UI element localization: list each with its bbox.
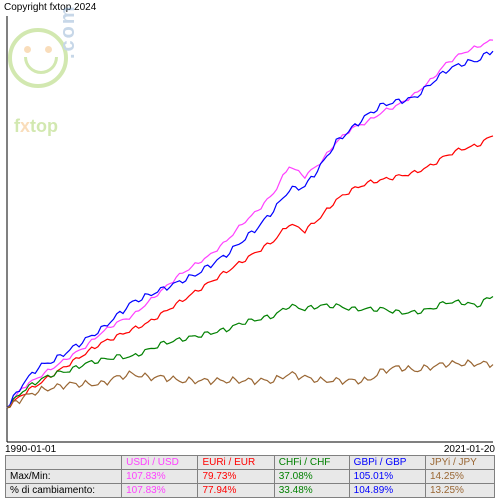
- legend-header: GBPi / GBP: [349, 456, 425, 470]
- x-end-label: 2021-01-20: [444, 444, 495, 455]
- legend-cell: 107.83%: [122, 484, 198, 498]
- legend-header: EURi / EUR: [198, 456, 274, 470]
- legend-cell: 79.73%: [198, 470, 274, 484]
- legend-table: USDi / USD EURi / EUR CHFi / CHF GBPi / …: [5, 455, 495, 498]
- legend-cell: 13.25%: [425, 484, 494, 498]
- legend-cell: 107.83%: [122, 470, 198, 484]
- legend-cell: 77.94%: [198, 484, 274, 498]
- legend-cell: 37.08%: [274, 470, 349, 484]
- legend-header: JPYi / JPY: [425, 456, 494, 470]
- legend-cell: 104.89%: [349, 484, 425, 498]
- legend-header: CHFi / CHF: [274, 456, 349, 470]
- row-label: % di cambiamento:: [6, 484, 122, 498]
- legend-header-row: USDi / USD EURi / EUR CHFi / CHF GBPi / …: [6, 456, 495, 470]
- legend-cell: 105.01%: [349, 470, 425, 484]
- row-label: Max/Min:: [6, 470, 122, 484]
- legend-corner: [6, 456, 122, 470]
- legend-change-row: % di cambiamento: 107.83% 77.94% 33.48% …: [6, 484, 495, 498]
- legend-cell: 33.48%: [274, 484, 349, 498]
- legend-cell: 14.25%: [425, 470, 494, 484]
- legend-header: USDi / USD: [122, 456, 198, 470]
- x-start-label: 1990-01-01: [5, 444, 56, 455]
- copyright-text: Copyright fxtop 2024: [4, 2, 96, 13]
- line-chart: [5, 14, 495, 444]
- legend-maxmin-row: Max/Min: 107.83% 79.73% 37.08% 105.01% 1…: [6, 470, 495, 484]
